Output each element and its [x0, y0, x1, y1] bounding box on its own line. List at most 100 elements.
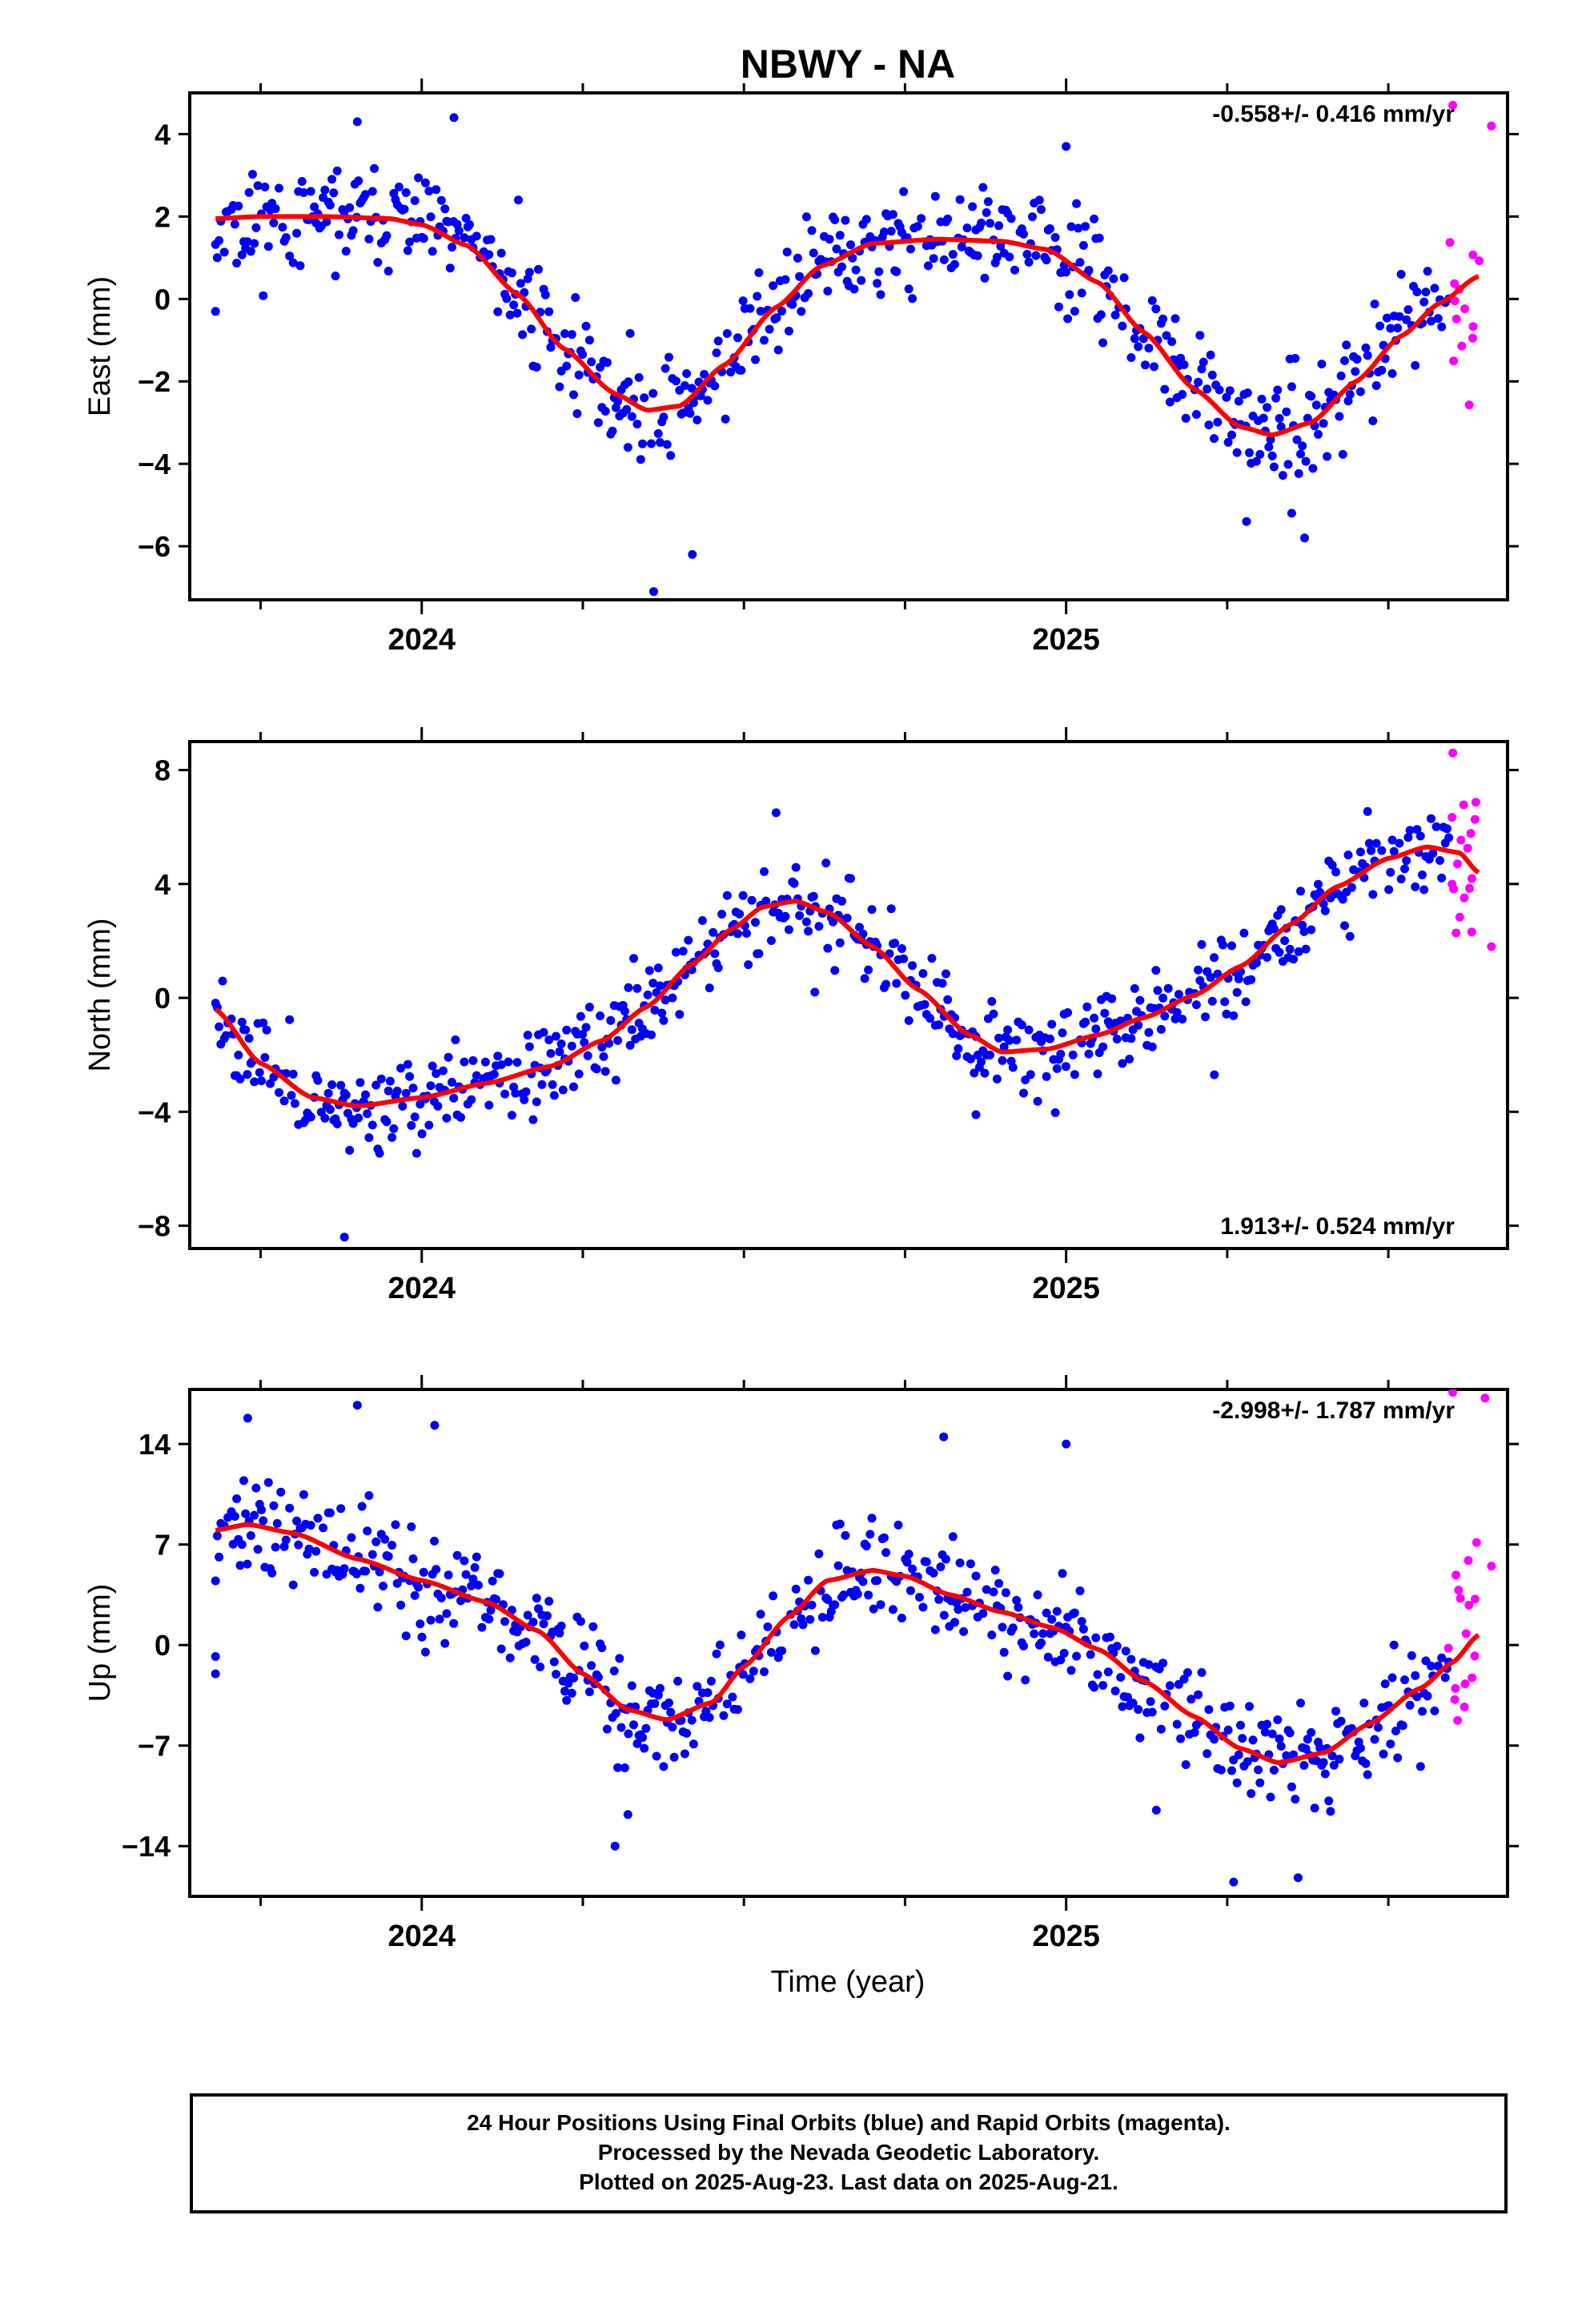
- final-orbit-point: [524, 267, 534, 277]
- final-orbit-point: [530, 1655, 540, 1664]
- final-orbit-point: [1179, 360, 1189, 369]
- final-orbit-point: [1395, 838, 1404, 848]
- final-orbit-point: [1300, 533, 1309, 543]
- final-orbit-point: [1042, 1608, 1051, 1618]
- final-orbit-point: [276, 1487, 286, 1497]
- final-orbit-point: [339, 1564, 349, 1574]
- final-orbit-point: [1427, 316, 1435, 326]
- final-orbit-point: [652, 1751, 661, 1761]
- final-orbit-point: [1282, 1751, 1291, 1760]
- final-orbit-point: [246, 247, 255, 256]
- final-orbit-point: [444, 1570, 453, 1580]
- final-orbit-point: [492, 1594, 501, 1604]
- final-orbit-point: [218, 976, 227, 986]
- final-orbit-point: [1437, 322, 1447, 332]
- final-orbit-point: [650, 1699, 660, 1708]
- final-orbit-point: [1444, 833, 1454, 842]
- final-orbit-point: [705, 1713, 714, 1723]
- final-orbit-point: [1215, 385, 1224, 395]
- final-orbit-point: [1070, 1608, 1079, 1618]
- final-orbit-point: [1066, 222, 1076, 231]
- final-orbit-point: [562, 361, 572, 371]
- final-orbit-point: [1033, 1096, 1042, 1106]
- final-orbit-point: [272, 1518, 282, 1528]
- final-orbit-point: [536, 1663, 545, 1671]
- final-orbit-point: [749, 1667, 758, 1676]
- final-orbit-point: [1033, 1590, 1042, 1599]
- final-orbit-point: [556, 1621, 566, 1630]
- final-orbit-point: [367, 187, 377, 196]
- final-orbit-point: [1236, 1720, 1245, 1730]
- final-orbit-point: [971, 1110, 981, 1120]
- rapid-orbit-point: [1464, 400, 1474, 410]
- final-orbit-point: [1402, 315, 1411, 324]
- final-orbit-point: [1012, 1595, 1022, 1605]
- final-orbit-point: [873, 1576, 882, 1586]
- final-orbit-point: [401, 1631, 411, 1641]
- final-orbit-point: [488, 1576, 497, 1586]
- final-orbit-point: [1359, 1699, 1369, 1708]
- final-orbit-point: [873, 279, 882, 288]
- final-orbit-point: [722, 329, 732, 338]
- final-orbit-point: [1135, 1733, 1145, 1743]
- final-orbit-point: [511, 1088, 520, 1098]
- final-orbit-point: [1019, 229, 1028, 239]
- final-orbit-point: [263, 1478, 273, 1487]
- final-orbit-point: [1386, 867, 1395, 877]
- panels: 4 2 0 −2 −4 −6 2024 2025 East (mm) -0.558+/- 0.41…: [83, 78, 1519, 1953]
- final-orbit-point: [484, 250, 494, 259]
- final-orbit-point: [1440, 1673, 1450, 1683]
- y-tick-label: 14: [139, 1428, 171, 1461]
- final-orbit-point: [1291, 1795, 1300, 1804]
- final-orbit-point: [789, 879, 799, 888]
- final-orbit-point: [1098, 1681, 1108, 1690]
- final-orbit-point: [1307, 1727, 1316, 1737]
- final-orbit-point: [539, 1619, 548, 1629]
- rapid-orbit-point: [1459, 800, 1468, 810]
- final-orbit-point: [1280, 936, 1290, 946]
- final-orbit-point: [410, 196, 420, 205]
- final-orbit-point: [939, 1432, 949, 1441]
- rapid-orbit-point: [1460, 304, 1470, 314]
- final-orbit-point: [288, 1069, 298, 1079]
- final-orbit-point: [1412, 825, 1422, 834]
- final-orbit-point: [1310, 1803, 1319, 1813]
- final-orbit-point: [451, 1035, 460, 1044]
- final-orbit-point: [569, 390, 578, 400]
- final-orbit-point: [666, 451, 676, 460]
- final-orbit-point: [1377, 846, 1387, 855]
- final-orbit-point: [363, 1526, 372, 1536]
- final-orbit-point: [552, 1031, 560, 1041]
- final-orbit-point: [467, 1095, 476, 1104]
- final-orbit-point: [310, 1567, 319, 1577]
- y-tick-label: 0: [155, 1629, 171, 1662]
- final-orbit-point: [260, 183, 270, 191]
- final-orbit-point: [918, 969, 928, 979]
- final-orbit-point: [297, 177, 307, 186]
- final-orbit-point: [1210, 953, 1219, 963]
- final-orbit-point: [555, 382, 564, 392]
- final-orbit-point: [915, 1593, 924, 1602]
- final-orbit-point: [1371, 838, 1381, 848]
- final-orbit-point: [751, 918, 760, 927]
- final-orbit-point: [948, 250, 958, 259]
- final-orbit-point: [665, 1698, 673, 1707]
- rapid-orbit-point: [1452, 1570, 1461, 1580]
- final-orbit-point: [795, 271, 805, 281]
- final-orbit-point: [1031, 251, 1041, 260]
- final-orbit-point: [657, 1008, 667, 1018]
- final-orbit-point: [899, 954, 909, 963]
- final-orbit-point: [1317, 360, 1327, 369]
- final-orbit-point: [1008, 1063, 1018, 1072]
- final-orbit-point: [428, 247, 437, 256]
- final-orbit-point: [624, 1729, 633, 1739]
- final-orbit-point: [754, 949, 764, 959]
- final-orbit-point: [549, 1657, 559, 1667]
- final-orbit-point: [480, 1057, 490, 1067]
- final-orbit-point: [391, 1520, 400, 1530]
- final-orbit-point: [1001, 1588, 1010, 1598]
- x-tick-label: 2025: [1032, 1272, 1100, 1305]
- final-orbit-point: [782, 247, 792, 257]
- final-orbit-point: [444, 1052, 453, 1062]
- final-orbit-point: [1024, 1025, 1034, 1035]
